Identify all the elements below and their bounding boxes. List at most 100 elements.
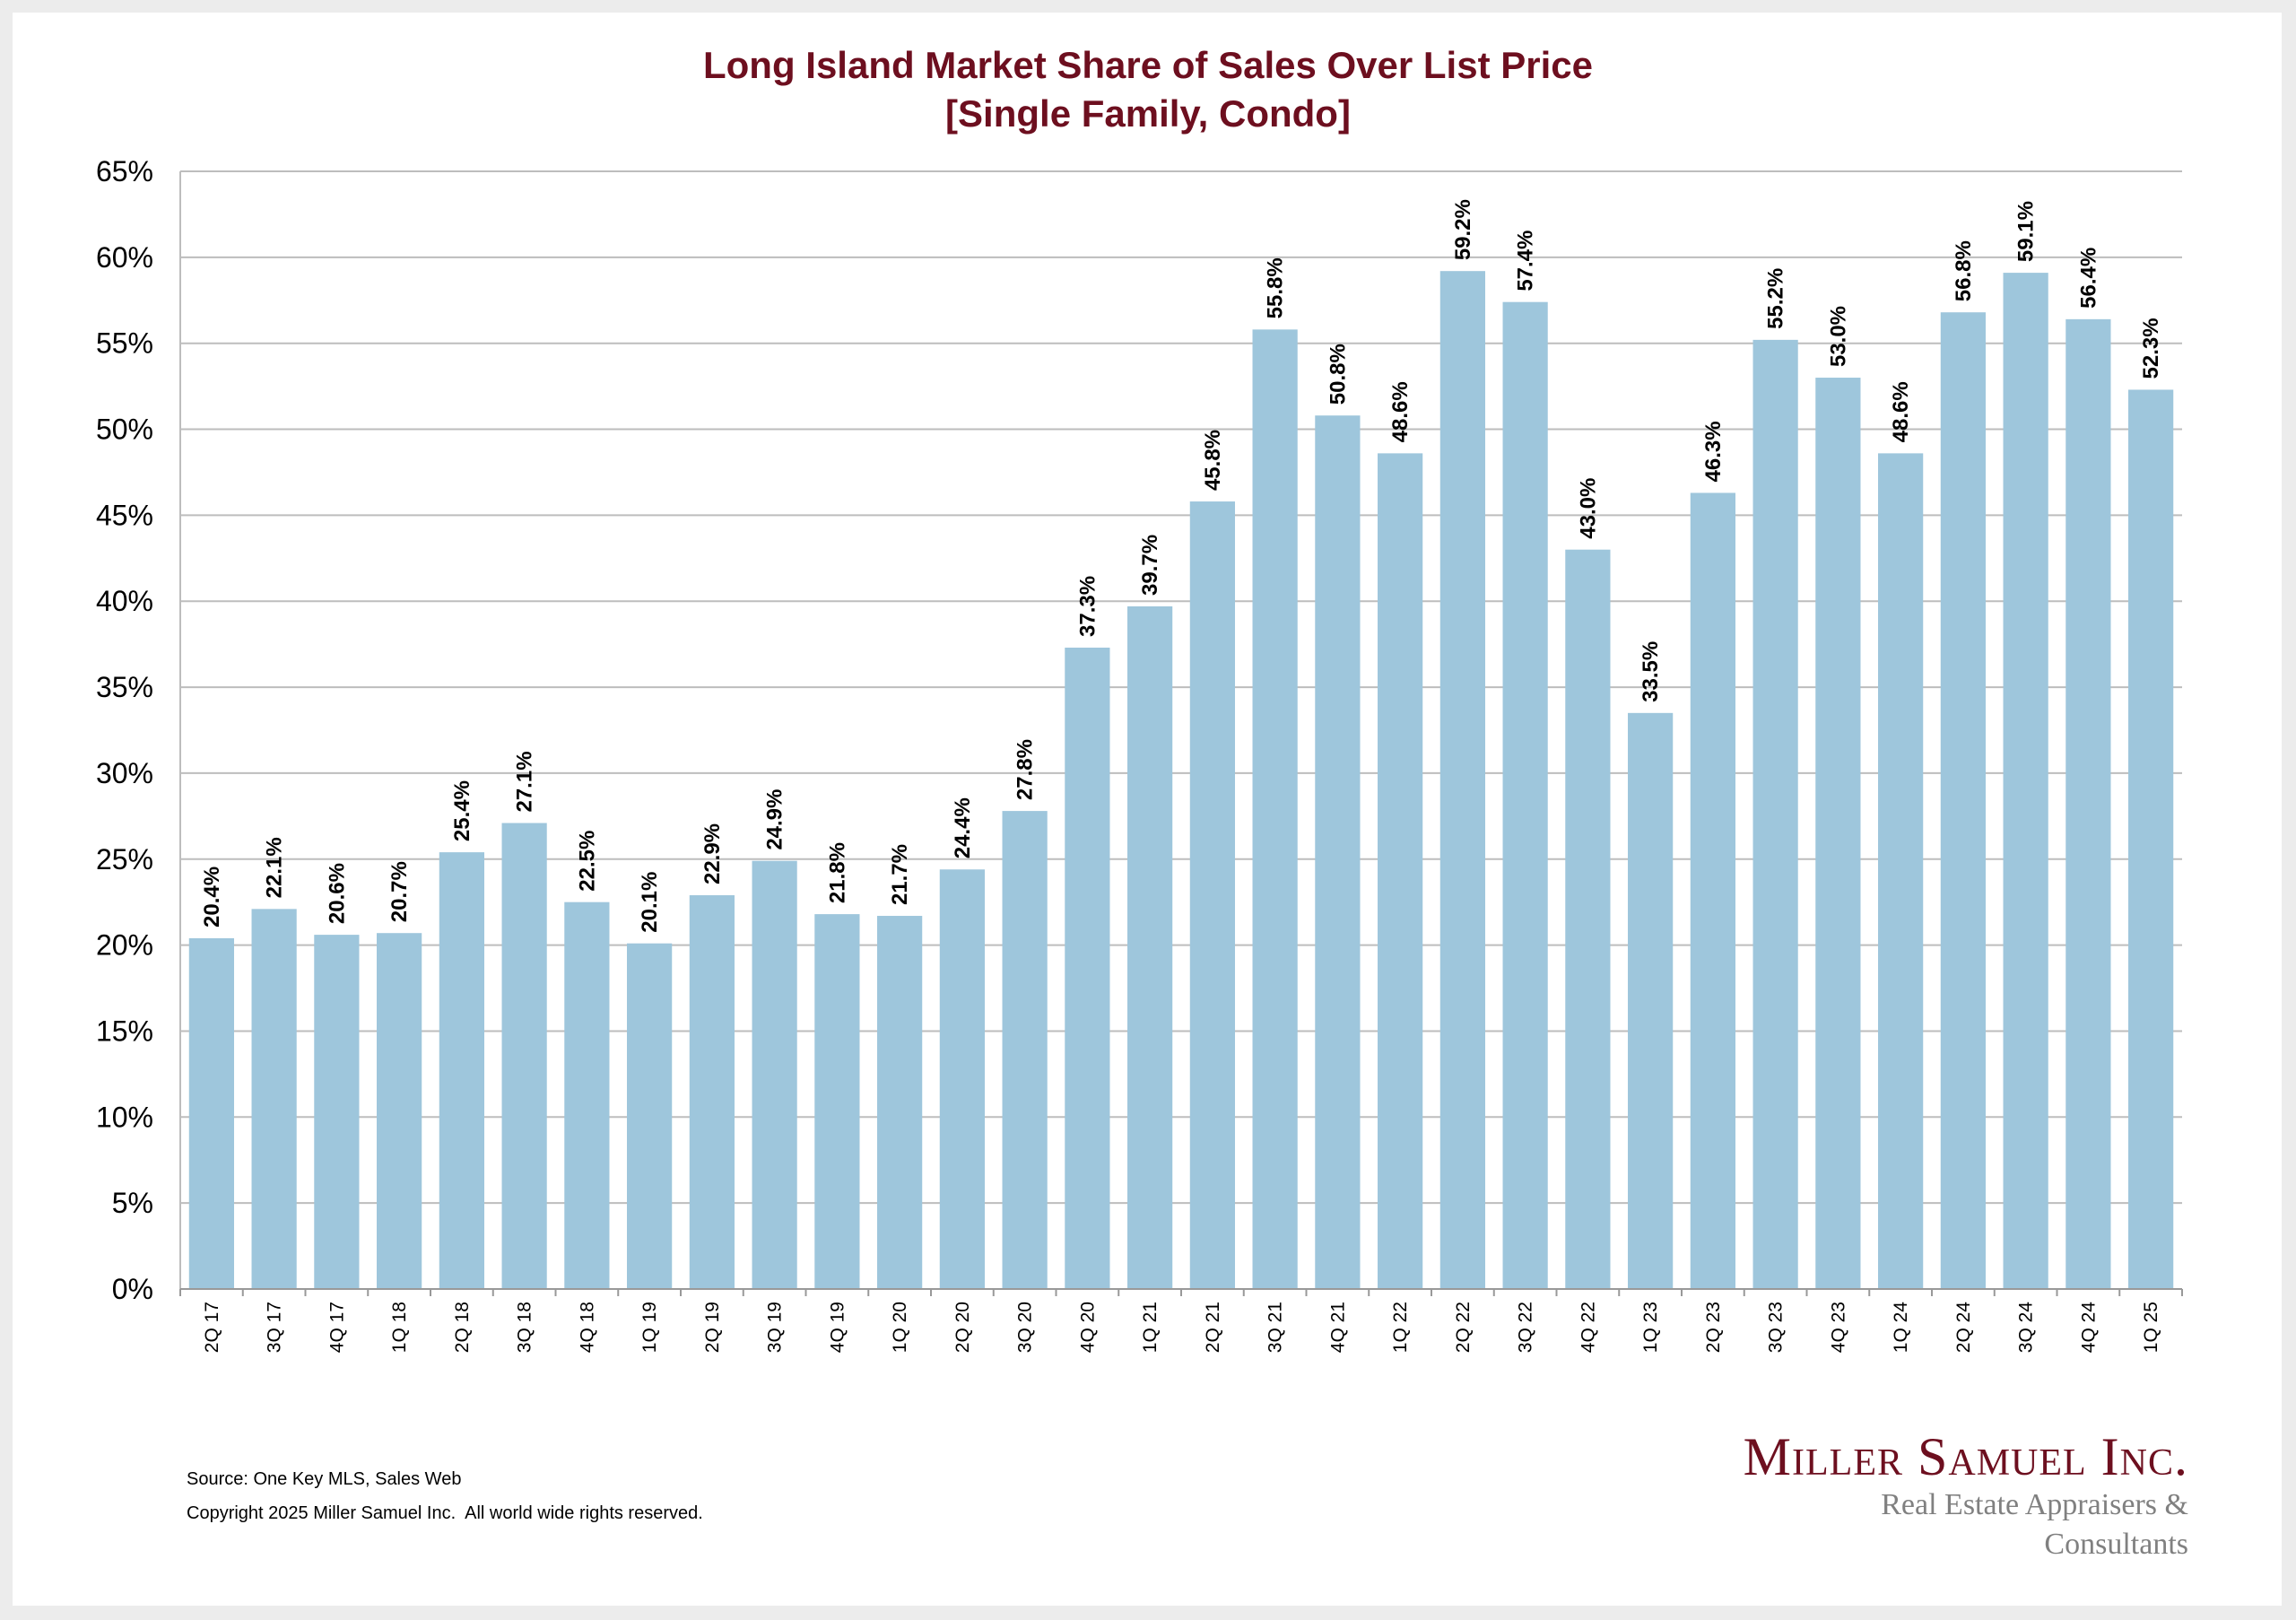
x-tick-label: 1Q 23: [1640, 1302, 1661, 1353]
x-tick-label: 4Q 22: [1578, 1302, 1598, 1353]
data-label: 21.7%: [888, 844, 912, 905]
data-label: 20.6%: [325, 863, 349, 924]
y-tick-label: 65%: [96, 155, 153, 187]
bar: [752, 860, 797, 1289]
data-label: 59.1%: [2014, 201, 2039, 262]
data-label: 27.1%: [513, 751, 537, 812]
y-tick-label: 15%: [96, 1015, 153, 1047]
y-tick-label: 5%: [112, 1187, 153, 1219]
x-tick-label: 1Q 22: [1390, 1302, 1411, 1353]
bar: [564, 901, 610, 1289]
bar: [188, 937, 234, 1289]
bar: [1690, 492, 1735, 1289]
x-tick-label: 1Q 19: [639, 1302, 660, 1353]
chart-subtitle: [Single Family, Condo]: [945, 92, 1351, 135]
data-label: 53.0%: [1826, 306, 1850, 367]
data-label: 33.5%: [1639, 641, 1663, 702]
x-tick-label: 2Q 24: [1953, 1302, 1974, 1354]
bar: [1878, 453, 1924, 1290]
x-tick-label: 2Q 22: [1453, 1302, 1474, 1353]
logo-name: Miller Samuel Inc.: [1743, 1427, 2188, 1486]
bar: [1378, 453, 1423, 1290]
data-label: 57.4%: [1514, 231, 1538, 292]
x-tick-label: 3Q 18: [515, 1302, 535, 1353]
bar: [439, 852, 484, 1289]
x-tick-label: 1Q 18: [389, 1302, 410, 1353]
copyright-note: Copyright 2025 Miller Samuel Inc. All wo…: [187, 1503, 703, 1523]
data-label: 59.2%: [1451, 199, 1475, 260]
x-tick-label: 3Q 23: [1766, 1302, 1787, 1353]
x-tick-label: 2Q 21: [1203, 1302, 1223, 1353]
chart-title: Long Island Market Share of Sales Over L…: [702, 44, 1593, 86]
bar: [1565, 549, 1611, 1289]
bar: [314, 935, 360, 1289]
data-label: 27.8%: [1013, 739, 1038, 800]
bar: [689, 895, 735, 1289]
bar: [501, 823, 547, 1289]
y-tick-label: 55%: [96, 327, 153, 360]
bar: [877, 916, 923, 1289]
x-tick-label: 2Q 17: [202, 1302, 222, 1353]
data-label: 48.6%: [1889, 381, 1913, 442]
data-label: 22.5%: [575, 831, 599, 892]
x-tick-label: 3Q 21: [1265, 1302, 1286, 1353]
x-tick-label: 2Q 23: [1703, 1302, 1724, 1353]
data-label: 50.8%: [1326, 344, 1350, 405]
bar: [2003, 273, 2048, 1290]
x-tick-label: 3Q 20: [1015, 1302, 1036, 1353]
y-tick-label: 35%: [96, 671, 153, 703]
bar: [377, 933, 422, 1289]
data-label: 22.1%: [263, 837, 287, 898]
y-tick-label: 50%: [96, 414, 153, 446]
data-label: 24.4%: [951, 797, 975, 858]
data-label: 52.3%: [2139, 318, 2163, 379]
y-tick-label: 30%: [96, 757, 153, 789]
data-label: 55.2%: [1764, 268, 1788, 329]
y-tick-label: 45%: [96, 499, 153, 531]
x-tick-label: 2Q 20: [952, 1302, 973, 1353]
data-label: 25.4%: [450, 780, 474, 841]
x-tick-label: 2Q 19: [702, 1302, 723, 1353]
bar: [1065, 647, 1110, 1289]
bar: [1502, 301, 1548, 1289]
x-tick-label: 1Q 20: [890, 1302, 910, 1353]
bar: [251, 909, 297, 1289]
bar: [1189, 501, 1235, 1289]
x-tick-label: 4Q 24: [2078, 1302, 2099, 1354]
bar: [939, 869, 985, 1289]
bar: [1252, 329, 1298, 1289]
bar: [1752, 339, 1798, 1290]
data-label: 56.4%: [2076, 248, 2100, 309]
x-tick-label: 1Q 24: [1891, 1302, 1911, 1354]
data-label: 46.3%: [1701, 421, 1726, 482]
x-tick-label: 4Q 18: [577, 1302, 597, 1353]
bar: [1315, 415, 1361, 1289]
y-tick-label: 0%: [112, 1273, 153, 1305]
y-tick-label: 10%: [96, 1101, 153, 1133]
data-label: 20.7%: [387, 861, 412, 922]
x-tick-label: 3Q 22: [1516, 1302, 1536, 1353]
data-label: 55.8%: [1264, 257, 1288, 318]
y-tick-label: 20%: [96, 929, 153, 962]
data-label: 56.8%: [1952, 240, 1976, 301]
bar: [814, 914, 860, 1289]
bar: [2128, 389, 2174, 1289]
x-tick-label: 3Q 19: [765, 1302, 786, 1353]
logo-tagline: Real Estate Appraisers & Consultants: [1881, 1488, 2188, 1561]
data-label: 37.3%: [1075, 576, 1100, 637]
x-tick-label: 3Q 24: [2016, 1302, 2037, 1354]
company-logo: Miller Samuel Inc. Real Estate Appraiser…: [1736, 1428, 2188, 1564]
y-tick-label: 60%: [96, 241, 153, 274]
data-label: 22.9%: [700, 823, 725, 884]
x-tick-label: 2Q 18: [452, 1302, 473, 1353]
x-tick-label: 1Q 21: [1140, 1302, 1161, 1353]
data-label: 39.7%: [1138, 535, 1162, 596]
y-tick-label: 25%: [96, 843, 153, 875]
x-tick-label: 4Q 23: [1828, 1302, 1848, 1353]
bar: [2066, 318, 2111, 1290]
x-tick-label: 4Q 19: [827, 1302, 848, 1353]
data-label: 20.1%: [638, 872, 662, 933]
y-tick-label: 40%: [96, 585, 153, 617]
bar: [1815, 378, 1861, 1289]
